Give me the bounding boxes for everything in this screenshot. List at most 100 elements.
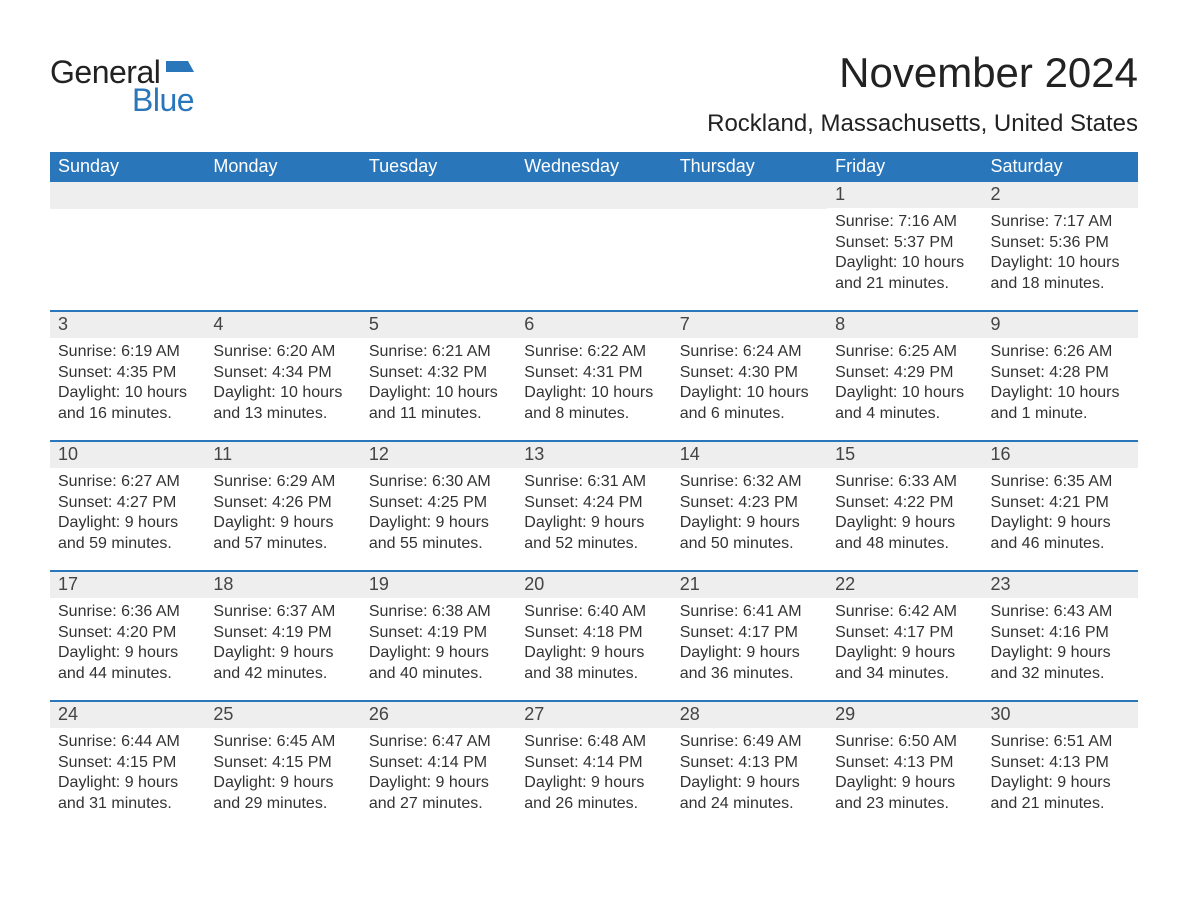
daylight-text-line1: Daylight: 10 hours [58, 383, 197, 403]
calendar-day-cell [672, 182, 827, 311]
sunrise-text: Sunrise: 6:22 AM [524, 342, 663, 362]
sunset-text: Sunset: 5:37 PM [835, 233, 974, 253]
calendar-day-cell: 14Sunrise: 6:32 AMSunset: 4:23 PMDayligh… [672, 441, 827, 571]
daylight-text-line1: Daylight: 9 hours [835, 643, 974, 663]
day-details: Sunrise: 6:32 AMSunset: 4:23 PMDaylight:… [672, 468, 827, 560]
calendar-page: General Blue November 2024 Rockland, Mas… [0, 0, 1188, 870]
sunset-text: Sunset: 4:13 PM [835, 753, 974, 773]
daylight-text-line2: and 18 minutes. [991, 274, 1130, 294]
daylight-text-line1: Daylight: 9 hours [369, 513, 508, 533]
sunrise-text: Sunrise: 6:30 AM [369, 472, 508, 492]
daylight-text-line1: Daylight: 9 hours [680, 643, 819, 663]
daylight-text-line1: Daylight: 10 hours [835, 383, 974, 403]
daylight-text-line2: and 55 minutes. [369, 534, 508, 554]
day-number [205, 182, 360, 209]
day-details: Sunrise: 6:29 AMSunset: 4:26 PMDaylight:… [205, 468, 360, 560]
title-block: November 2024 Rockland, Massachusetts, U… [707, 50, 1138, 138]
day-header: Monday [205, 152, 360, 182]
day-header: Friday [827, 152, 982, 182]
calendar-day-cell: 16Sunrise: 6:35 AMSunset: 4:21 PMDayligh… [983, 441, 1138, 571]
sunset-text: Sunset: 4:16 PM [991, 623, 1130, 643]
day-details: Sunrise: 6:48 AMSunset: 4:14 PMDaylight:… [516, 728, 671, 820]
day-details: Sunrise: 7:16 AMSunset: 5:37 PMDaylight:… [827, 208, 982, 300]
calendar-day-cell: 26Sunrise: 6:47 AMSunset: 4:14 PMDayligh… [361, 701, 516, 830]
daylight-text-line1: Daylight: 10 hours [369, 383, 508, 403]
day-number [361, 182, 516, 209]
daylight-text-line2: and 23 minutes. [835, 794, 974, 814]
day-details: Sunrise: 6:21 AMSunset: 4:32 PMDaylight:… [361, 338, 516, 430]
sunrise-text: Sunrise: 6:45 AM [213, 732, 352, 752]
calendar-day-cell [205, 182, 360, 311]
sunrise-text: Sunrise: 6:36 AM [58, 602, 197, 622]
daylight-text-line2: and 52 minutes. [524, 534, 663, 554]
sunrise-text: Sunrise: 6:35 AM [991, 472, 1130, 492]
brand-word-blue: Blue [132, 82, 194, 119]
daylight-text-line2: and 16 minutes. [58, 404, 197, 424]
daylight-text-line2: and 34 minutes. [835, 664, 974, 684]
day-details: Sunrise: 6:26 AMSunset: 4:28 PMDaylight:… [983, 338, 1138, 430]
daylight-text-line1: Daylight: 9 hours [835, 773, 974, 793]
calendar-day-cell: 25Sunrise: 6:45 AMSunset: 4:15 PMDayligh… [205, 701, 360, 830]
daylight-text-line2: and 38 minutes. [524, 664, 663, 684]
daylight-text-line2: and 4 minutes. [835, 404, 974, 424]
day-number: 9 [983, 312, 1138, 338]
daylight-text-line1: Daylight: 9 hours [680, 773, 819, 793]
calendar-day-cell: 23Sunrise: 6:43 AMSunset: 4:16 PMDayligh… [983, 571, 1138, 701]
sunset-text: Sunset: 4:14 PM [524, 753, 663, 773]
day-number: 16 [983, 442, 1138, 468]
sunset-text: Sunset: 4:13 PM [680, 753, 819, 773]
daylight-text-line2: and 29 minutes. [213, 794, 352, 814]
day-number: 15 [827, 442, 982, 468]
daylight-text-line1: Daylight: 9 hours [58, 773, 197, 793]
daylight-text-line2: and 57 minutes. [213, 534, 352, 554]
sunset-text: Sunset: 4:32 PM [369, 363, 508, 383]
day-details: Sunrise: 6:35 AMSunset: 4:21 PMDaylight:… [983, 468, 1138, 560]
calendar-week-row: 17Sunrise: 6:36 AMSunset: 4:20 PMDayligh… [50, 571, 1138, 701]
day-number: 27 [516, 702, 671, 728]
daylight-text-line1: Daylight: 10 hours [991, 383, 1130, 403]
daylight-text-line2: and 26 minutes. [524, 794, 663, 814]
calendar-day-cell: 19Sunrise: 6:38 AMSunset: 4:19 PMDayligh… [361, 571, 516, 701]
calendar-week-row: 3Sunrise: 6:19 AMSunset: 4:35 PMDaylight… [50, 311, 1138, 441]
day-number: 19 [361, 572, 516, 598]
day-number: 12 [361, 442, 516, 468]
day-details: Sunrise: 6:30 AMSunset: 4:25 PMDaylight:… [361, 468, 516, 560]
sunset-text: Sunset: 4:26 PM [213, 493, 352, 513]
calendar-day-cell: 20Sunrise: 6:40 AMSunset: 4:18 PMDayligh… [516, 571, 671, 701]
sunset-text: Sunset: 4:13 PM [991, 753, 1130, 773]
sunrise-text: Sunrise: 6:47 AM [369, 732, 508, 752]
day-number: 14 [672, 442, 827, 468]
sunset-text: Sunset: 4:19 PM [213, 623, 352, 643]
sunset-text: Sunset: 4:31 PM [524, 363, 663, 383]
sunrise-text: Sunrise: 6:25 AM [835, 342, 974, 362]
sunrise-text: Sunrise: 7:17 AM [991, 212, 1130, 232]
sunrise-text: Sunrise: 6:20 AM [213, 342, 352, 362]
sunrise-text: Sunrise: 6:38 AM [369, 602, 508, 622]
daylight-text-line1: Daylight: 9 hours [524, 643, 663, 663]
sunset-text: Sunset: 4:14 PM [369, 753, 508, 773]
daylight-text-line1: Daylight: 9 hours [58, 513, 197, 533]
calendar-day-cell [361, 182, 516, 311]
calendar-day-cell: 1Sunrise: 7:16 AMSunset: 5:37 PMDaylight… [827, 182, 982, 311]
day-details: Sunrise: 6:47 AMSunset: 4:14 PMDaylight:… [361, 728, 516, 820]
day-number: 2 [983, 182, 1138, 208]
month-title: November 2024 [707, 50, 1138, 96]
daylight-text-line2: and 36 minutes. [680, 664, 819, 684]
sunrise-text: Sunrise: 6:32 AM [680, 472, 819, 492]
calendar-day-cell: 29Sunrise: 6:50 AMSunset: 4:13 PMDayligh… [827, 701, 982, 830]
daylight-text-line1: Daylight: 9 hours [991, 513, 1130, 533]
day-header-row: Sunday Monday Tuesday Wednesday Thursday… [50, 152, 1138, 182]
sunset-text: Sunset: 4:27 PM [58, 493, 197, 513]
day-header: Thursday [672, 152, 827, 182]
day-details: Sunrise: 6:31 AMSunset: 4:24 PMDaylight:… [516, 468, 671, 560]
daylight-text-line1: Daylight: 10 hours [835, 253, 974, 273]
day-details: Sunrise: 6:45 AMSunset: 4:15 PMDaylight:… [205, 728, 360, 820]
sunset-text: Sunset: 4:17 PM [680, 623, 819, 643]
sunrise-text: Sunrise: 7:16 AM [835, 212, 974, 232]
daylight-text-line1: Daylight: 10 hours [524, 383, 663, 403]
day-details: Sunrise: 7:17 AMSunset: 5:36 PMDaylight:… [983, 208, 1138, 300]
sunset-text: Sunset: 4:17 PM [835, 623, 974, 643]
calendar-day-cell: 10Sunrise: 6:27 AMSunset: 4:27 PMDayligh… [50, 441, 205, 571]
calendar-day-cell: 2Sunrise: 7:17 AMSunset: 5:36 PMDaylight… [983, 182, 1138, 311]
sunrise-text: Sunrise: 6:50 AM [835, 732, 974, 752]
